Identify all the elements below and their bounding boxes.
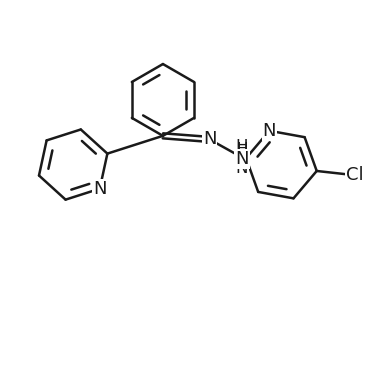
Text: Cl: Cl [346,166,363,184]
Text: N: N [235,150,249,168]
Text: H: H [236,142,248,157]
Text: N: N [93,180,107,198]
Text: N: N [262,122,276,140]
Text: N: N [203,130,216,149]
Text: H
N: H N [236,138,248,177]
